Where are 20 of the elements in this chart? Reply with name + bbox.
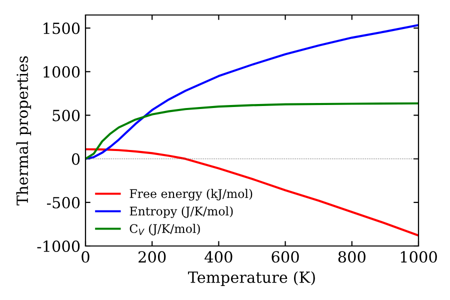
y-tick-label: 1000 — [44, 66, 80, 78]
y-tick-label: 0 — [72, 153, 80, 165]
legend-label: Free energy (kJ/mol) — [130, 188, 252, 201]
y-tick-label: -1000 — [37, 240, 80, 252]
x-tick-label: 400 — [204, 251, 232, 263]
line-series — [86, 24, 418, 160]
x-axis-title: Temperature (K) — [188, 271, 315, 286]
y-axis-title: Thermal properties — [16, 56, 32, 206]
x-tick-label: 0 — [82, 251, 90, 263]
line-series — [86, 148, 418, 237]
y-tick-label: 1500 — [44, 22, 80, 34]
x-tick-label: 800 — [338, 251, 366, 263]
x-tick-label: 600 — [272, 251, 299, 263]
line-series — [86, 102, 418, 160]
x-tick-label: 1000 — [400, 251, 437, 263]
y-tick-label: 500 — [52, 110, 80, 122]
y-tick-label: -500 — [46, 196, 80, 208]
x-tick-label: 200 — [138, 251, 166, 263]
legend-label: C$_{V}$ (J/K/mol) — [130, 224, 200, 236]
legend-label: Entropy (J/K/mol) — [130, 206, 233, 218]
